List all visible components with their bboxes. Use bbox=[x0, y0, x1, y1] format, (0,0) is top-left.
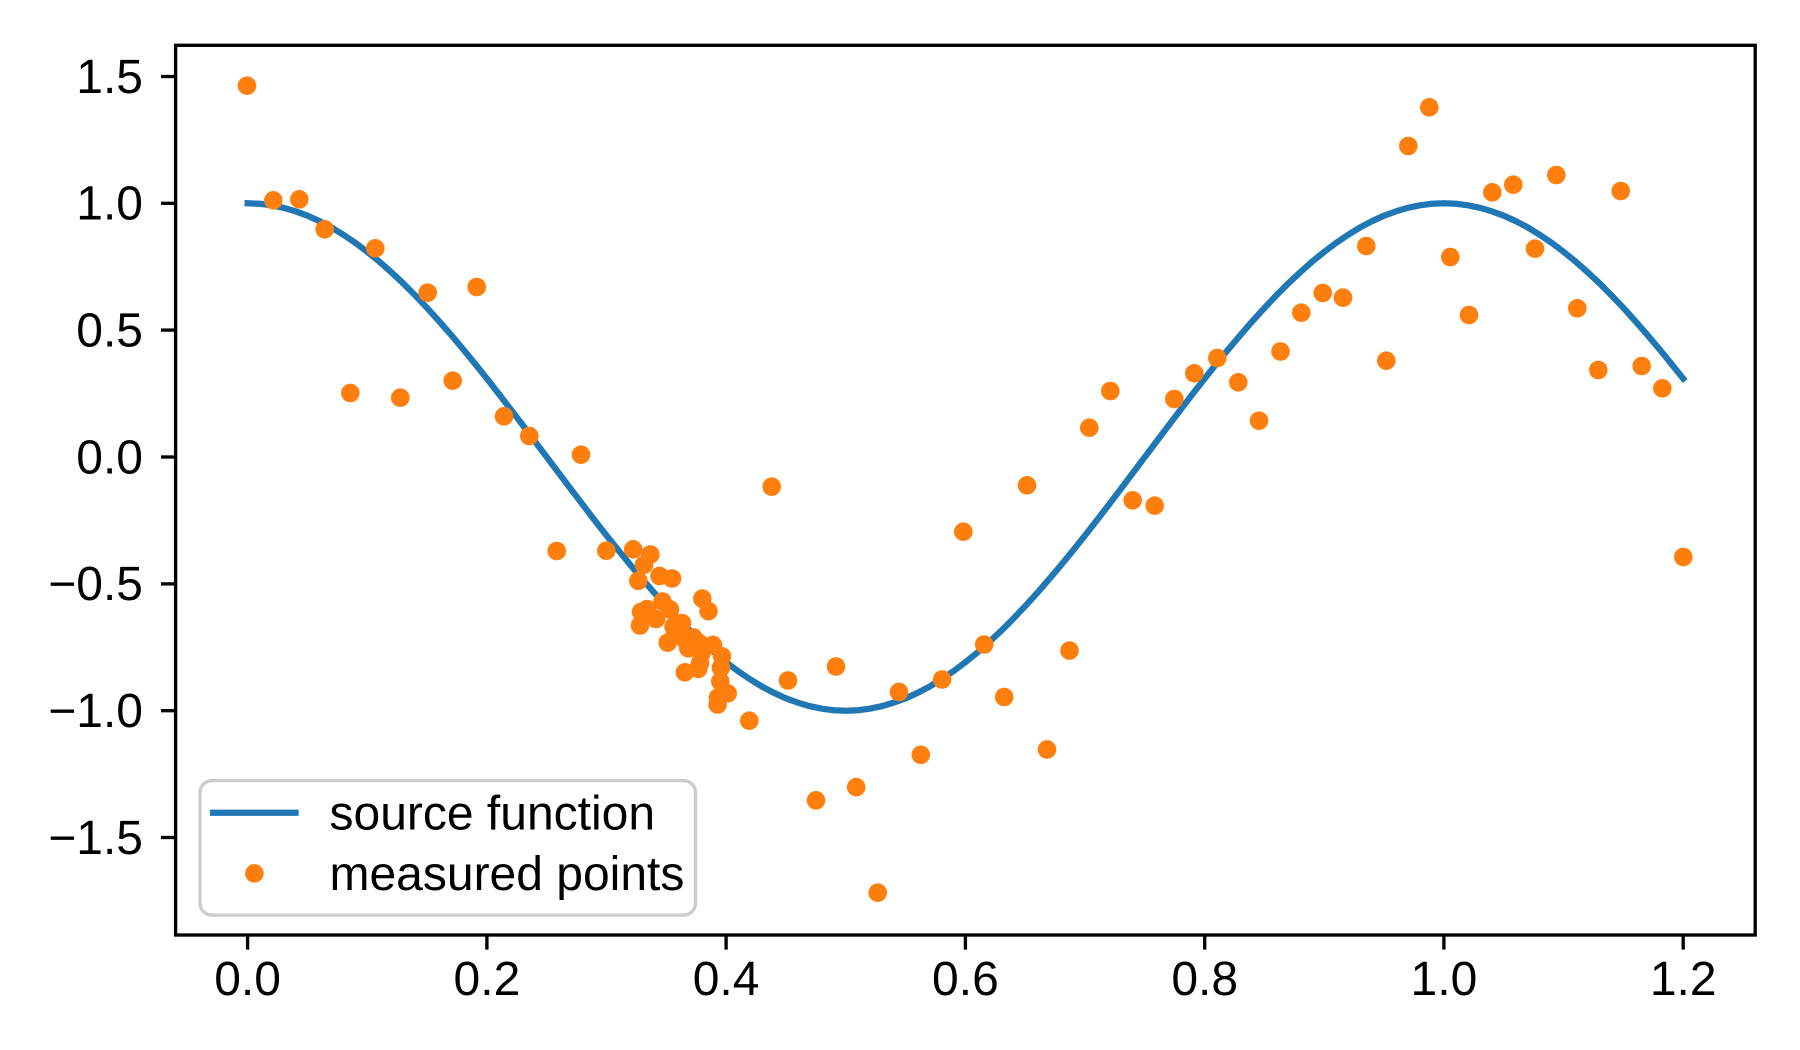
svg-text:0.4: 0.4 bbox=[693, 953, 760, 1006]
svg-text:source function: source function bbox=[330, 788, 656, 841]
svg-text:0.0: 0.0 bbox=[76, 431, 143, 484]
svg-text:0.6: 0.6 bbox=[932, 953, 999, 1006]
svg-text:0.2: 0.2 bbox=[454, 953, 521, 1006]
svg-text:1.0: 1.0 bbox=[76, 178, 143, 231]
svg-text:−1.5: −1.5 bbox=[48, 812, 143, 865]
svg-text:measured points: measured points bbox=[330, 848, 685, 901]
svg-text:1.0: 1.0 bbox=[1411, 953, 1478, 1006]
svg-text:0.0: 0.0 bbox=[214, 953, 281, 1006]
svg-text:−0.5: −0.5 bbox=[48, 558, 143, 611]
svg-text:1.2: 1.2 bbox=[1650, 953, 1717, 1006]
svg-text:1.5: 1.5 bbox=[76, 51, 143, 104]
svg-text:0.8: 0.8 bbox=[1171, 953, 1238, 1006]
svg-text:−1.0: −1.0 bbox=[48, 685, 143, 738]
svg-text:0.5: 0.5 bbox=[76, 305, 143, 358]
